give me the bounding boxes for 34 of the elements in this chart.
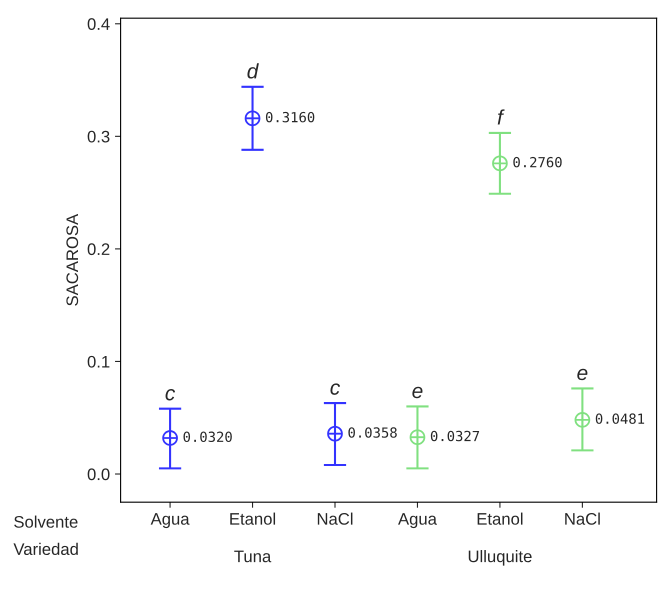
- x-tick-label: Agua: [150, 513, 190, 528]
- data-label: 0.3160: [266, 112, 314, 122]
- x-tick-label: NaCl: [318, 512, 352, 525]
- y-tick-label: 0.1: [88, 356, 110, 368]
- annotation: f: [498, 109, 505, 124]
- annotation: e: [412, 386, 422, 398]
- point: [244, 110, 260, 126]
- point: [492, 156, 508, 172]
- data-label: 0.0481: [596, 413, 644, 424]
- text: Variedad: [13, 542, 78, 556]
- annotation: c: [330, 383, 340, 395]
- y-tick-label: 0.2: [88, 243, 110, 256]
- y-axis-title: SACAROSA: [66, 214, 78, 306]
- x-tick-label: NaCl: [565, 512, 600, 525]
- text: Ulluquite: [468, 550, 532, 566]
- annotation: d: [247, 63, 259, 79]
- x-tick-label: Etanol: [230, 512, 276, 525]
- point: [574, 412, 590, 428]
- text: Tuna: [234, 550, 272, 562]
- point: [410, 429, 426, 446]
- data-label: 0.2760: [513, 156, 562, 168]
- annotation: e: [577, 368, 588, 380]
- y-tick-label: 0.0: [88, 468, 110, 480]
- y-tick-label: 0.4: [88, 18, 110, 30]
- point: [327, 426, 343, 442]
- text: Solvente: [14, 516, 78, 528]
- data-label: 0.0327: [430, 430, 480, 442]
- y-tick-label: 0.3: [88, 130, 110, 143]
- point: [162, 430, 178, 446]
- data-label: 0.0320: [183, 432, 232, 442]
- x-tick-label: Etanol: [478, 512, 522, 525]
- x-tick-label: Agua: [398, 513, 437, 528]
- data-label: 0.0358: [348, 427, 397, 438]
- annotation: c: [166, 389, 176, 400]
